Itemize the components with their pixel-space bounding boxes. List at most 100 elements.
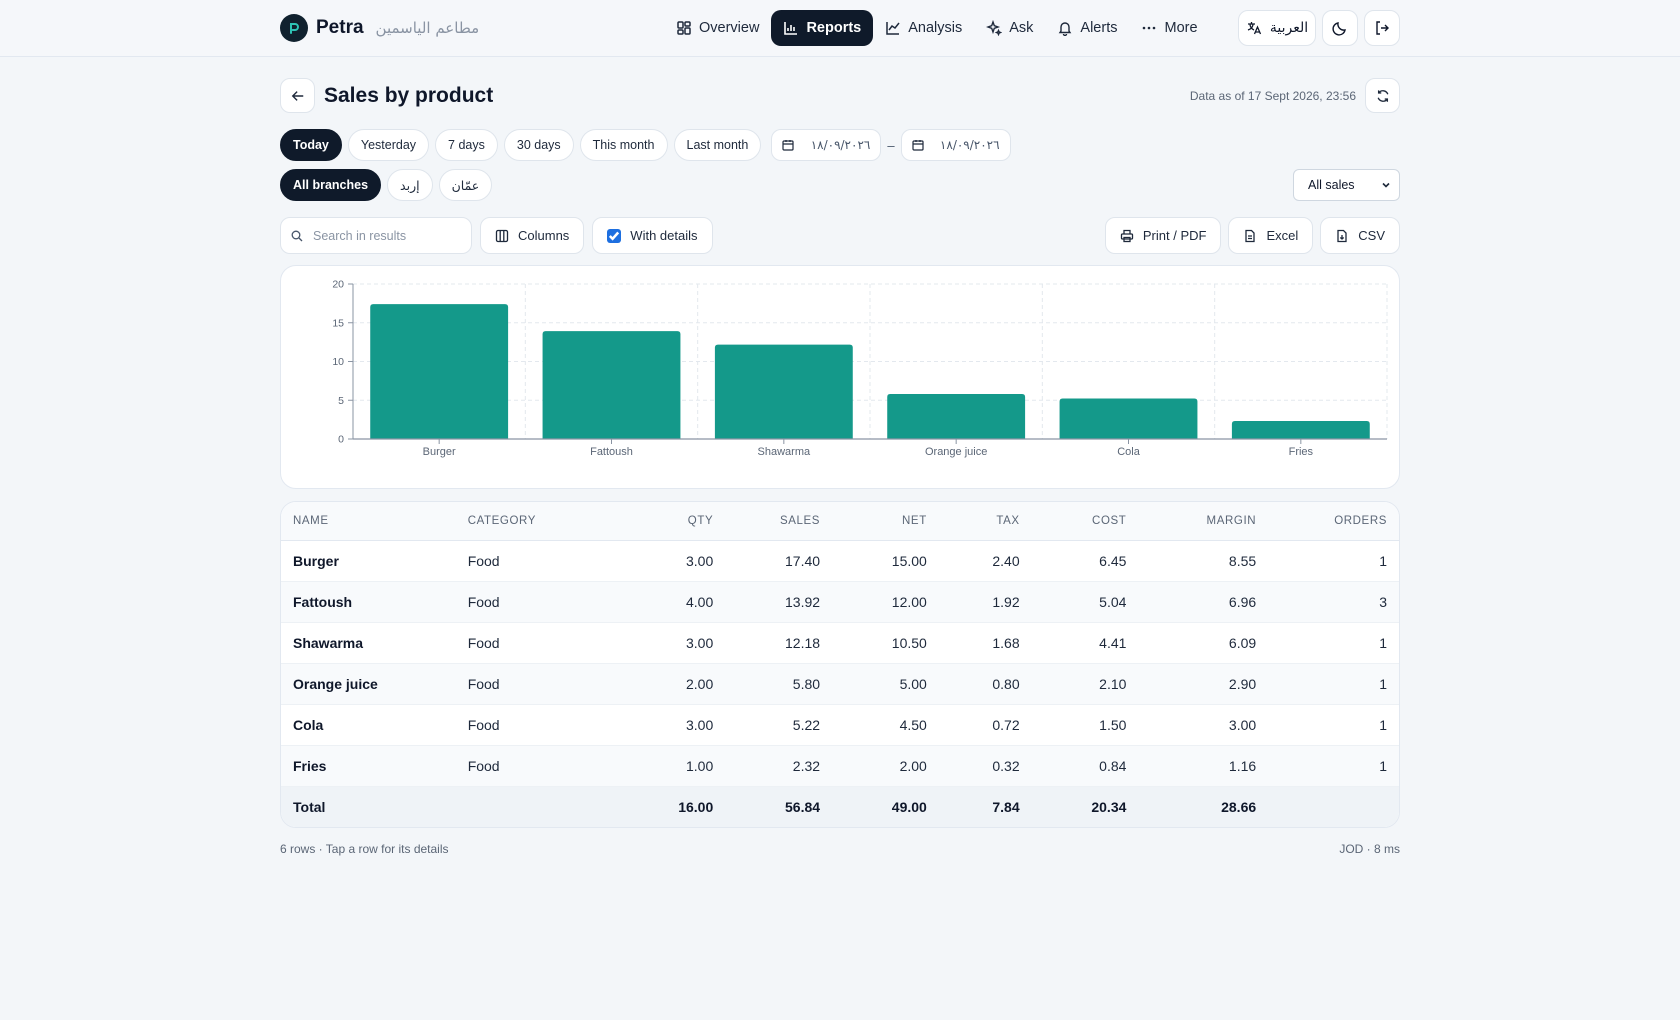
table-cell: Food xyxy=(467,745,598,787)
date-chip-today[interactable]: Today xyxy=(280,129,342,161)
brand[interactable]: Petra مطاعم الياسمين xyxy=(280,14,479,42)
table-cell: 2.00 xyxy=(597,663,714,705)
table-cell: 5.80 xyxy=(713,663,821,705)
branch-chip-amman[interactable]: عمّان xyxy=(438,169,493,201)
table-row[interactable]: Fries Food 1.00 2.32 2.00 0.32 0.84 1.16 1 xyxy=(281,745,1399,787)
table-cell: Fries xyxy=(281,745,468,787)
refresh-button[interactable] xyxy=(1365,78,1400,113)
column-header[interactable]: TAX xyxy=(926,502,1020,541)
x-tick-label: Burger xyxy=(423,446,456,458)
column-header[interactable]: NAME xyxy=(281,502,468,541)
bar-orange-juice xyxy=(887,394,1026,439)
nav-more[interactable]: More xyxy=(1129,10,1209,46)
nav-ask[interactable]: Ask xyxy=(974,10,1045,46)
table-cell: 3.00 xyxy=(597,704,714,746)
date-chip-yesterday[interactable]: Yesterday xyxy=(347,129,430,161)
nav-label: Analysis xyxy=(908,20,963,36)
nav-alerts[interactable]: Alerts xyxy=(1045,10,1129,46)
table-row[interactable]: Orange juice Food 2.00 5.80 5.00 0.80 2.10 2.90… xyxy=(281,663,1399,705)
branch-chip-irbid[interactable]: إربد xyxy=(387,169,433,201)
column-header[interactable]: ORDERS xyxy=(1256,502,1399,541)
with-details-toggle[interactable]: With details xyxy=(592,217,713,254)
date-to-value: ١٨/٠٩/٢٠٢٦ xyxy=(939,138,1000,152)
column-header[interactable]: COST xyxy=(1019,502,1127,541)
table-cell: 1.68 xyxy=(926,622,1020,664)
table-cell: 5.04 xyxy=(1019,581,1127,623)
columns-icon xyxy=(495,229,509,242)
table-cell: 3.00 xyxy=(1126,704,1257,746)
table-cell: 1.00 xyxy=(597,745,714,787)
table-cell: 4.41 xyxy=(1019,622,1127,664)
branch-row: All branches إربد عمّان All sales xyxy=(280,169,1400,201)
sales-type-select[interactable]: All sales xyxy=(1293,169,1400,201)
moon-icon xyxy=(1332,22,1346,36)
column-header[interactable]: QTY xyxy=(597,502,714,541)
table-cell: 1 xyxy=(1256,540,1399,582)
date-to-input[interactable]: ١٨/٠٩/٢٠٢٦ xyxy=(900,129,1011,161)
column-header[interactable]: NET xyxy=(820,502,927,541)
total-cell: 56.84 xyxy=(713,785,821,827)
date-chip-this-month[interactable]: This month xyxy=(579,129,668,161)
nav-label: Overview xyxy=(699,20,760,36)
nav-analysis[interactable]: Analysis xyxy=(873,10,974,46)
csv-button[interactable]: CSV xyxy=(1320,217,1400,254)
nav-reports[interactable]: Reports xyxy=(771,10,874,46)
table-cell: 2.40 xyxy=(926,540,1020,582)
table-cell: 3.00 xyxy=(597,540,714,582)
results-table-card: NAME CATEGORY QTY SALES NET TAX COST MARGIN ORDE… xyxy=(280,501,1400,828)
nav-label: Reports xyxy=(806,20,862,36)
x-tick-label: Fattoush xyxy=(590,446,633,458)
columns-button[interactable]: Columns xyxy=(480,217,585,254)
table-cell: Fattoush xyxy=(281,581,468,623)
table-row[interactable]: Burger Food 3.00 17.40 15.00 2.40 6.45 8.55 1 xyxy=(281,540,1399,582)
total-cell: 20.34 xyxy=(1019,785,1127,827)
search-input[interactable]: Search in results xyxy=(280,217,472,254)
spreadsheet-icon xyxy=(1245,229,1256,242)
table-cell: 2.32 xyxy=(713,745,821,787)
table-row[interactable]: Cola Food 3.00 5.22 4.50 0.72 1.50 3.00 1 xyxy=(281,704,1399,746)
theme-toggle-button[interactable] xyxy=(1322,10,1358,46)
table-cell: 13.92 xyxy=(713,581,821,623)
results-table: NAME CATEGORY QTY SALES NET TAX COST MARGIN ORDE… xyxy=(281,502,1399,827)
bell-icon xyxy=(1059,22,1072,36)
bar-fries xyxy=(1231,421,1370,439)
bar-fattoush xyxy=(542,331,681,439)
date-chip-7-days[interactable]: 7 days xyxy=(435,129,498,161)
table-cell: 1 xyxy=(1256,622,1399,664)
data-timestamp: Data as of 17 Sept 2026, 23:56 xyxy=(1189,89,1356,103)
line-chart-icon xyxy=(886,22,900,35)
table-cell: 15.00 xyxy=(820,540,927,582)
table-cell: Food xyxy=(467,581,598,623)
print-pdf-button[interactable]: Print / PDF xyxy=(1104,217,1222,254)
refresh-icon xyxy=(1377,89,1388,102)
date-chip-30-days[interactable]: 30 days xyxy=(503,129,574,161)
table-row[interactable]: Shawarma Food 3.00 12.18 10.50 1.68 4.41 6.09 1 xyxy=(281,622,1399,664)
branch-chip-all[interactable]: All branches xyxy=(280,169,382,201)
language-button[interactable]: العربية xyxy=(1238,10,1316,46)
table-cell: Food xyxy=(467,622,598,664)
column-header[interactable]: MARGIN xyxy=(1126,502,1257,541)
date-from-input[interactable]: ١٨/٠٩/٢٠٢٦ xyxy=(771,129,882,161)
table-cell: 3 xyxy=(1256,581,1399,623)
y-tick-label: 0 xyxy=(338,434,344,446)
y-tick-label: 10 xyxy=(332,356,344,368)
with-details-checkbox[interactable] xyxy=(607,228,622,243)
nav-overview[interactable]: Overview xyxy=(664,10,771,46)
column-header[interactable]: CATEGORY xyxy=(467,502,598,541)
rows-note: 6 rows · Tap a row for its details xyxy=(280,842,449,856)
table-cell: Orange juice xyxy=(281,663,468,705)
excel-button[interactable]: Excel xyxy=(1228,217,1314,254)
table-row[interactable]: Fattoush Food 4.00 13.92 12.00 1.92 5.04 6.96 3 xyxy=(281,581,1399,623)
sparkle-icon xyxy=(986,20,1003,36)
table-cell: 1.16 xyxy=(1126,745,1257,787)
logout-button[interactable] xyxy=(1364,10,1400,46)
table-cell: 0.72 xyxy=(926,704,1020,746)
top-bar: Petra مطاعم الياسمين Overview Reports An… xyxy=(0,0,1680,57)
dots-icon xyxy=(1143,26,1156,30)
table-cell: 6.96 xyxy=(1126,581,1257,623)
columns-label: Columns xyxy=(518,228,570,243)
back-button[interactable] xyxy=(280,78,315,113)
date-chip-last-month[interactable]: Last month xyxy=(673,129,762,161)
column-header[interactable]: SALES xyxy=(713,502,821,541)
y-tick-label: 15 xyxy=(332,317,344,329)
